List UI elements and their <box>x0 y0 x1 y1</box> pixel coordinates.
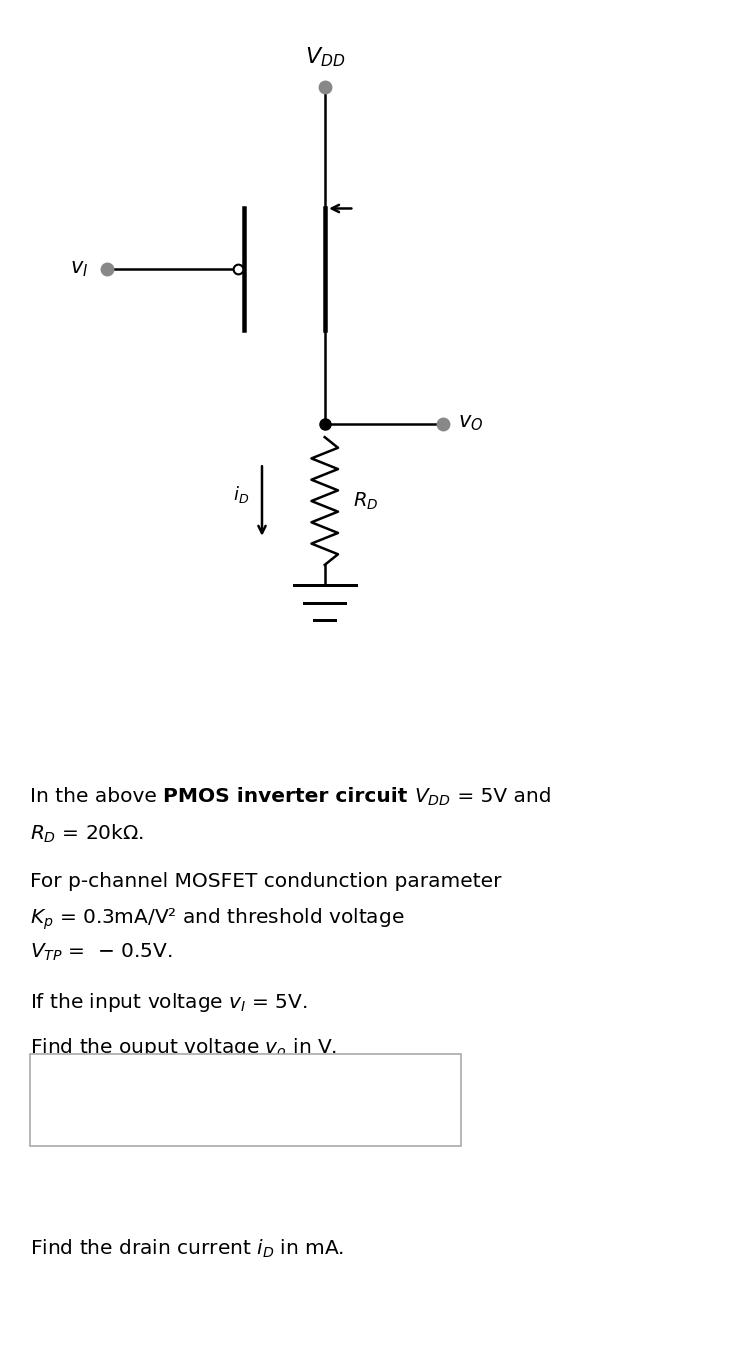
Text: $R_D$ = 20kΩ.: $R_D$ = 20kΩ. <box>30 823 143 846</box>
Text: $V_{DD}$: $V_{DD}$ <box>305 44 345 69</box>
Text: In the above: In the above <box>30 787 163 806</box>
Text: Find the ouput voltage $v_o$ in V.: Find the ouput voltage $v_o$ in V. <box>30 1036 337 1059</box>
Text: For p-channel MOSFET condunction parameter: For p-channel MOSFET condunction paramet… <box>30 872 501 890</box>
Text: = 5V and: = 5V and <box>451 787 551 806</box>
Text: PMOS inverter circuit: PMOS inverter circuit <box>163 787 414 806</box>
Text: $i_D$: $i_D$ <box>232 484 249 504</box>
Text: $v_O$: $v_O$ <box>458 414 483 433</box>
Text: $R_D$: $R_D$ <box>353 491 378 511</box>
FancyBboxPatch shape <box>30 1054 461 1146</box>
Text: $V_{DD}$: $V_{DD}$ <box>414 787 451 808</box>
Text: Find the drain current $i_D$ in mA.: Find the drain current $i_D$ in mA. <box>30 1237 344 1260</box>
Text: $v_I$: $v_I$ <box>70 260 89 278</box>
Text: If the input voltage $v_I$ = 5V.: If the input voltage $v_I$ = 5V. <box>30 991 307 1014</box>
Text: $V_{TP}$ =  − 0.5V.: $V_{TP}$ = − 0.5V. <box>30 941 172 963</box>
Text: $K_p$ = 0.3mA/V² and threshold voltage: $K_p$ = 0.3mA/V² and threshold voltage <box>30 907 404 932</box>
